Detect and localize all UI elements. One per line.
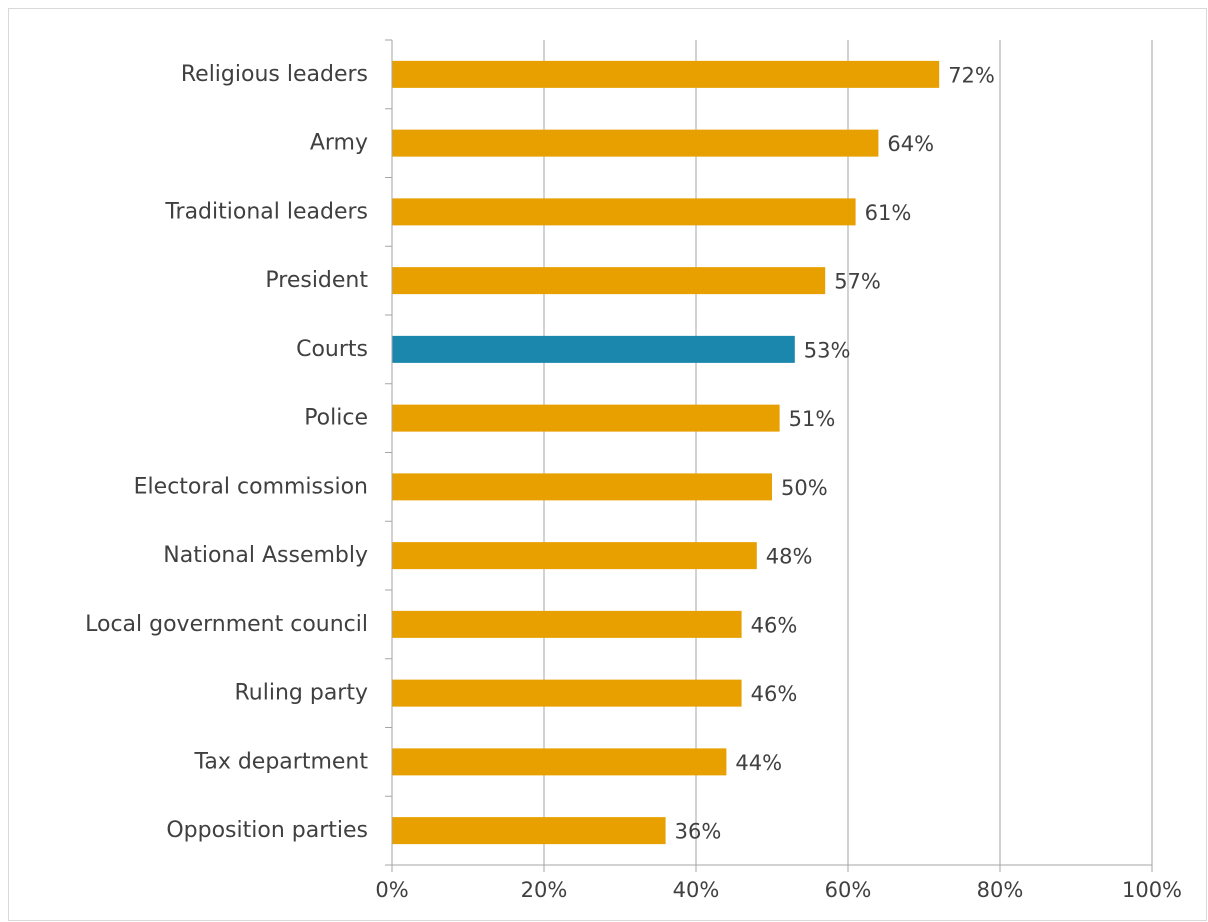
category-label: Opposition parties (166, 818, 368, 843)
bar-courts (392, 335, 795, 363)
category-label: Local government council (85, 612, 368, 637)
bar-police (392, 404, 780, 432)
category-label: President (265, 268, 368, 293)
category-label: Religious leaders (181, 62, 368, 87)
value-label: 64% (887, 132, 934, 156)
x-tick-label: 100% (1122, 878, 1182, 902)
bar-electoral-commission (392, 473, 772, 501)
bar-local-government-council (392, 610, 742, 638)
value-label: 72% (948, 63, 995, 87)
x-tick-label: 40% (673, 878, 720, 902)
value-label: 53% (804, 338, 851, 362)
labels: Religious leaders Army Traditional leaders… (85, 62, 1182, 902)
x-tick-label: 20% (521, 878, 568, 902)
grid-lines (543, 40, 1153, 865)
value-label: 44% (735, 751, 782, 775)
bars (392, 60, 940, 845)
bar-opposition-parties (392, 817, 666, 845)
value-label: 50% (781, 476, 828, 500)
category-label: Police (304, 406, 368, 431)
bar-ruling-party (392, 679, 742, 707)
bar-army (392, 129, 879, 157)
category-label: Electoral commission (134, 474, 368, 499)
category-label: Courts (296, 337, 368, 362)
bar-national-assembly (392, 542, 757, 570)
bar-religious-leaders (392, 60, 940, 88)
value-label: 48% (766, 545, 813, 569)
x-tick-label: 0% (375, 878, 408, 902)
value-label: 61% (865, 201, 912, 225)
category-label: Traditional leaders (164, 199, 368, 224)
category-label: Tax department (194, 749, 369, 774)
chart-frame: Religious leaders Army Traditional leaders… (8, 8, 1207, 921)
bar-president (392, 267, 826, 295)
axes (385, 39, 1153, 872)
value-label: 46% (751, 682, 798, 706)
category-label: National Assembly (163, 543, 368, 568)
category-label: Army (310, 131, 368, 156)
category-label: Ruling party (234, 681, 368, 706)
x-tick-label: 80% (977, 878, 1024, 902)
bar-traditional-leaders (392, 198, 856, 226)
x-tick-label: 60% (825, 878, 872, 902)
value-label: 46% (751, 613, 798, 637)
bar-tax-department (392, 748, 727, 776)
value-label: 51% (789, 407, 836, 431)
bar-chart: Religious leaders Army Traditional leaders… (85, 39, 1182, 902)
value-label: 57% (834, 270, 881, 294)
value-label: 36% (675, 820, 722, 844)
